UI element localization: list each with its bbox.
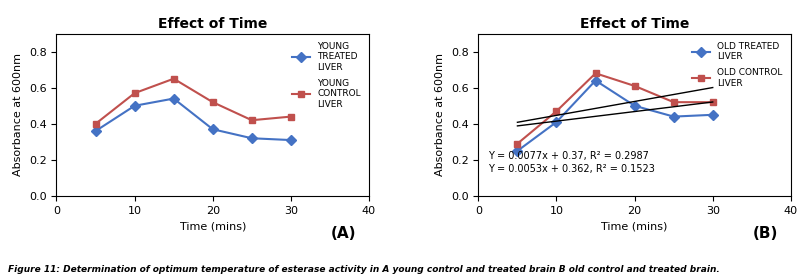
OLD TREATED
LIVER: [552, 120, 562, 124]
YOUNG
CONTROL
LIVER: [286, 115, 295, 118]
YOUNG
TREATED
LIVER: [208, 128, 218, 131]
YOUNG
CONTROL
LIVER: [208, 101, 218, 104]
YOUNG
CONTROL
LIVER: [130, 92, 140, 95]
X-axis label: Time (mins): Time (mins): [179, 221, 246, 231]
Title: Effect of Time: Effect of Time: [580, 17, 689, 31]
X-axis label: Time (mins): Time (mins): [601, 221, 668, 231]
Text: Y = 0.0053x + 0.362, R² = 0.1523: Y = 0.0053x + 0.362, R² = 0.1523: [487, 164, 654, 174]
Text: (A): (A): [331, 227, 357, 241]
OLD TREATED
LIVER: [629, 104, 639, 108]
YOUNG
TREATED
LIVER: [286, 138, 295, 142]
Line: OLD CONTROL
LIVER: OLD CONTROL LIVER: [514, 70, 716, 147]
OLD TREATED
LIVER: [669, 115, 679, 118]
YOUNG
CONTROL
LIVER: [247, 118, 257, 122]
Legend: OLD TREATED
LIVER, OLD CONTROL
LIVER: OLD TREATED LIVER, OLD CONTROL LIVER: [688, 38, 786, 91]
Title: Effect of Time: Effect of Time: [158, 17, 267, 31]
OLD TREATED
LIVER: [591, 79, 600, 82]
OLD CONTROL
LIVER: [512, 142, 522, 145]
YOUNG
TREATED
LIVER: [130, 104, 140, 108]
Y-axis label: Absorbance at 600nm: Absorbance at 600nm: [14, 53, 23, 176]
YOUNG
TREATED
LIVER: [247, 137, 257, 140]
OLD CONTROL
LIVER: [552, 109, 562, 113]
Text: (B): (B): [753, 227, 779, 241]
YOUNG
TREATED
LIVER: [90, 129, 100, 133]
OLD CONTROL
LIVER: [669, 101, 679, 104]
Line: OLD TREATED
LIVER: OLD TREATED LIVER: [514, 77, 716, 154]
Line: YOUNG
CONTROL
LIVER: YOUNG CONTROL LIVER: [92, 75, 295, 127]
OLD TREATED
LIVER: [708, 113, 717, 116]
Text: Y = 0.0077x + 0.37, R² = 0.2987: Y = 0.0077x + 0.37, R² = 0.2987: [487, 151, 649, 160]
YOUNG
TREATED
LIVER: [169, 97, 178, 100]
Legend: YOUNG
TREATED
LIVER, YOUNG
CONTROL
LIVER: YOUNG TREATED LIVER, YOUNG CONTROL LIVER: [288, 38, 365, 112]
Y-axis label: Absorbance at 600nm: Absorbance at 600nm: [435, 53, 445, 176]
Line: YOUNG
TREATED
LIVER: YOUNG TREATED LIVER: [92, 95, 295, 144]
OLD CONTROL
LIVER: [708, 101, 717, 104]
OLD CONTROL
LIVER: [591, 72, 600, 75]
Text: Figure 11: Determination of optimum temperature of esterase activity in A young : Figure 11: Determination of optimum temp…: [8, 265, 720, 274]
OLD TREATED
LIVER: [512, 149, 522, 153]
YOUNG
CONTROL
LIVER: [90, 122, 100, 125]
YOUNG
CONTROL
LIVER: [169, 77, 178, 80]
OLD CONTROL
LIVER: [629, 84, 639, 88]
